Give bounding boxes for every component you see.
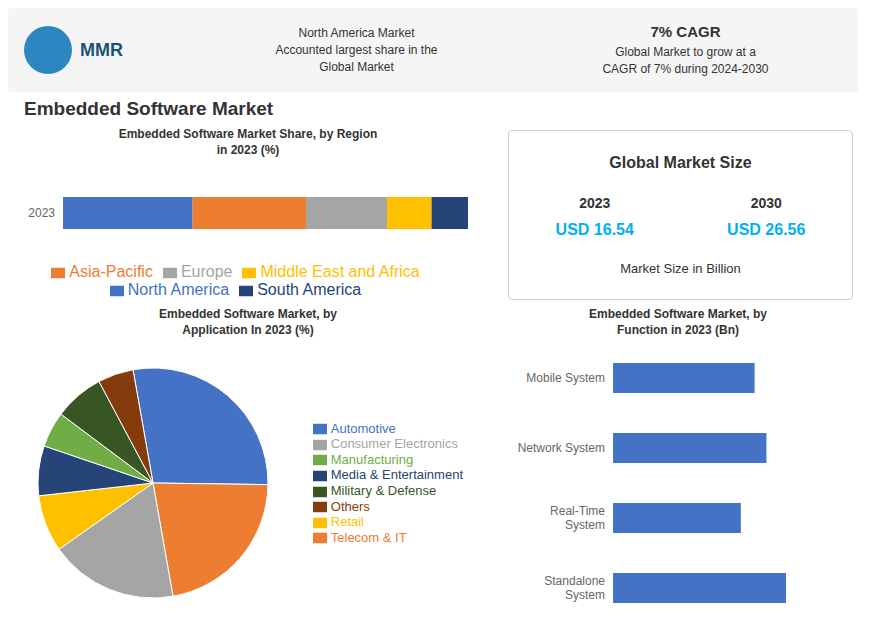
html-text:Embedded Software Market Share: Embedded Software Market Share, by Regio… [118,127,378,157]
svg-text:Network System: Network System [518,441,605,455]
html-text:Telecom & IT: Telecom & IT [330,529,407,545]
html-text:Retail: Retail [330,514,364,530]
svg-text:Real-TimeSystem: Real-TimeSystem [550,504,605,532]
html-text:Military & Defense: Military & Defense [330,483,437,498]
html-text:USD 26.56: USD 26.56 [727,220,806,238]
svg-text:Mobile System: Mobile System [526,371,605,385]
html-text:MMR: MMR [80,39,123,60]
html-text:Automotive: Automotive [330,420,396,436]
html-text:North America: North America [127,281,230,298]
html-text:Europe: Europe [180,263,233,280]
html-text:Manufacturing: Manufacturing [330,451,414,467]
html-text:Embedded Software Market: Embedded Software Market [24,98,274,119]
html-text:Global Market Size: Global Market Size [609,153,752,171]
html-text:Media & Entertainment: Media & Entertainment [330,467,463,483]
svg-text:2023: 2023 [28,206,55,220]
html-text:Asia-Pacific: Asia-Pacific [69,263,153,280]
html-text:Embedded Software Market, by A: Embedded Software Market, by Application… [159,307,337,337]
html-text:Others: Others [330,498,370,514]
html-text:Embedded Software Market, by F: Embedded Software Market, by Function in… [589,307,767,337]
html-text:Consumer Electronics: Consumer Electronics [330,436,458,452]
html-text:North America Market Accounted: North America Market Accounted largest s… [275,25,438,74]
html-text:South America: South America [257,281,362,298]
html-text:7% CAGR: 7% CAGR [650,22,721,40]
html-text:USD 16.54: USD 16.54 [555,220,634,238]
html-text:Market Size in Billion: Market Size in Billion [620,261,741,277]
html-text:2023: 2023 [579,194,611,211]
svg-text:StandaloneSystem: StandaloneSystem [544,574,605,602]
html-text:2030: 2030 [750,194,782,211]
html-text:Global Market to grow at a CAG: Global Market to grow at a CAGR of 7% du… [602,44,769,76]
html-text:Middle East and Africa: Middle East and Africa [260,263,420,280]
